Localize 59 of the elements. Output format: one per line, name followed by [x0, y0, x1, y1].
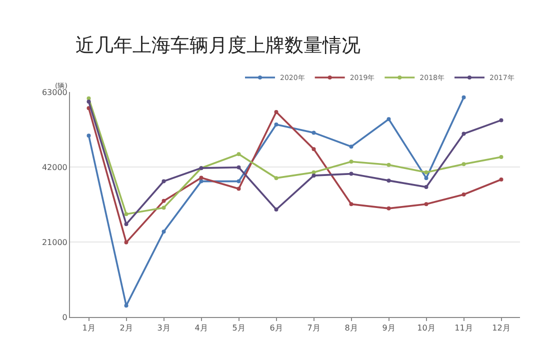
- y-tick-label: 42000: [42, 162, 68, 172]
- point: [274, 208, 278, 212]
- x-tick-label: 7月: [307, 324, 320, 333]
- point: [162, 230, 166, 234]
- point: [424, 176, 428, 180]
- point: [499, 118, 504, 122]
- point: [349, 172, 354, 176]
- point: [199, 176, 204, 180]
- point: [124, 304, 128, 308]
- x-tick-label: 1月: [82, 324, 96, 333]
- point: [312, 147, 316, 152]
- x-tick-label: 3月: [157, 324, 170, 333]
- point: [274, 110, 278, 114]
- point: [499, 155, 504, 159]
- x-tick-label: 10月: [417, 324, 436, 333]
- x-tick-label: 5月: [232, 324, 246, 333]
- x-tick-label: 12月: [492, 324, 510, 333]
- point: [274, 122, 278, 126]
- point: [162, 198, 166, 203]
- x-tick-label: 8月: [344, 324, 358, 333]
- x-tick-label: 9月: [382, 324, 396, 333]
- point: [236, 186, 241, 191]
- point: [124, 212, 128, 216]
- x-tick-label: 6月: [270, 324, 283, 333]
- point: [236, 179, 241, 184]
- point: [462, 95, 466, 100]
- point: [274, 176, 278, 180]
- point: [386, 162, 391, 167]
- point: [424, 202, 428, 206]
- point: [349, 202, 354, 206]
- point: [162, 179, 166, 184]
- y-tick-label: 0: [62, 312, 68, 322]
- point: [386, 206, 391, 210]
- point: [124, 240, 128, 244]
- point: [86, 134, 91, 138]
- point: [86, 100, 91, 104]
- point: [424, 170, 428, 174]
- point: [462, 192, 466, 196]
- point: [236, 165, 241, 170]
- point: [462, 162, 466, 166]
- point: [462, 132, 466, 136]
- point: [312, 130, 316, 135]
- point: [199, 179, 204, 184]
- point: [349, 144, 354, 149]
- x-tick-label: 2月: [120, 324, 133, 333]
- chart-title: 近几年上海车辆月度上牌数量情况: [76, 34, 361, 56]
- y-tick-label: 21000: [42, 238, 68, 247]
- point: [386, 117, 391, 122]
- point: [162, 206, 166, 210]
- point: [124, 222, 128, 226]
- point: [499, 178, 504, 182]
- point: [312, 174, 316, 178]
- point: [236, 152, 241, 156]
- point: [386, 178, 391, 183]
- y-tick-label: 63000: [42, 88, 68, 97]
- point: [424, 185, 428, 189]
- x-tick-label: 11月: [454, 324, 473, 333]
- x-tick-label: 4月: [194, 324, 208, 333]
- point: [349, 160, 354, 164]
